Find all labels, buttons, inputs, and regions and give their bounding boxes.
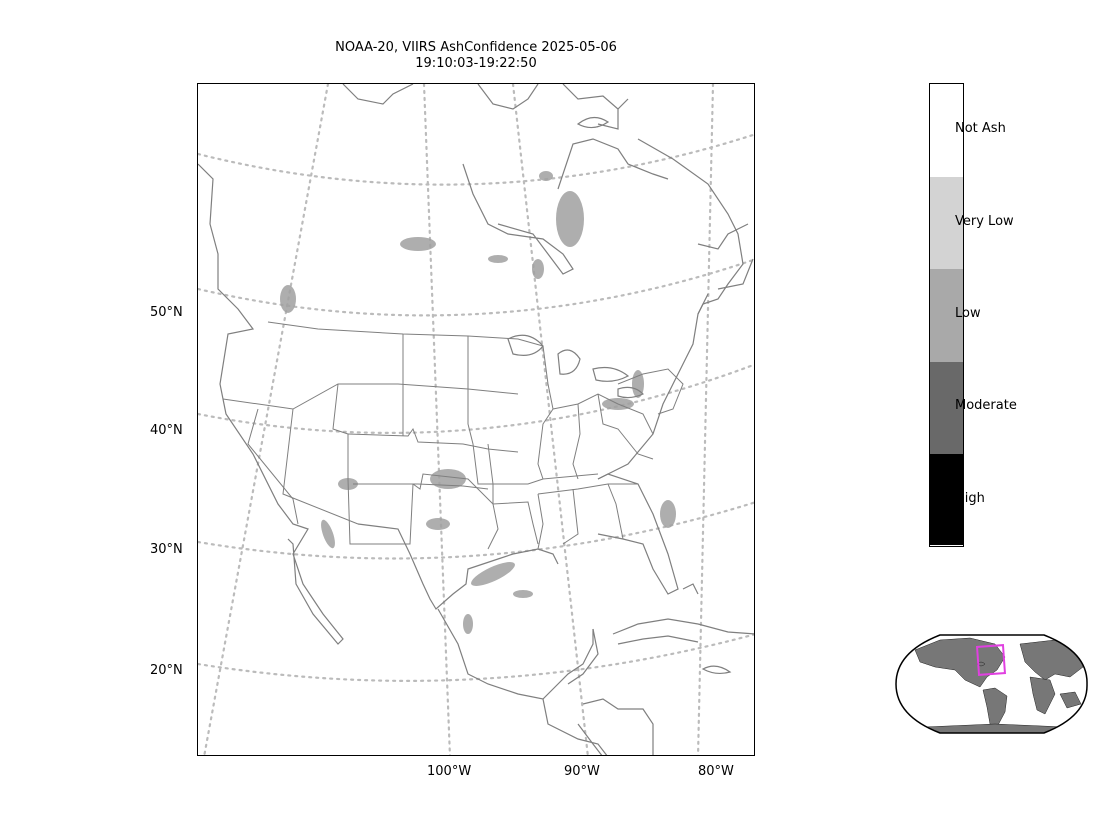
legend-label-high: High: [955, 491, 985, 506]
coastlines: [198, 84, 754, 755]
ash-pixels: [280, 171, 676, 634]
legend-label-very-low: Very Low: [955, 214, 1014, 229]
colorbar-segment: [930, 84, 963, 177]
map-canvas: [198, 84, 754, 755]
title-line-1: NOAA-20, VIIRS AshConfidence 2025-05-06: [335, 40, 617, 55]
colorbar-segment: [930, 269, 963, 362]
colorbar-segment: [930, 454, 963, 545]
lon-label-90w: 90°W: [564, 764, 600, 779]
colorbar-segment: [930, 361, 963, 454]
map-title: NOAA-20, VIIRS AshConfidence 2025-05-06 …: [226, 40, 726, 72]
lat-label-20n: 20°N: [150, 663, 183, 678]
title-line-2: 19:10:03-19:22:50: [415, 56, 537, 71]
lon-label-100w: 100°W: [427, 764, 472, 779]
lat-label-40n: 40°N: [150, 423, 183, 438]
graticule: [198, 84, 754, 755]
region-box: [975, 644, 1007, 676]
legend-label-not-ash: Not Ash: [955, 121, 1006, 136]
colorbar-segment: [930, 176, 963, 269]
world-locator-map: [895, 632, 1089, 740]
lat-label-50n: 50°N: [150, 305, 183, 320]
colorbar: [929, 83, 964, 547]
lon-label-80w: 80°W: [698, 764, 734, 779]
political-borders: [222, 321, 684, 550]
map-panel[interactable]: [197, 83, 755, 756]
legend-label-low: Low: [955, 306, 981, 321]
legend-label-moderate: Moderate: [955, 398, 1017, 413]
lat-label-30n: 30°N: [150, 542, 183, 557]
